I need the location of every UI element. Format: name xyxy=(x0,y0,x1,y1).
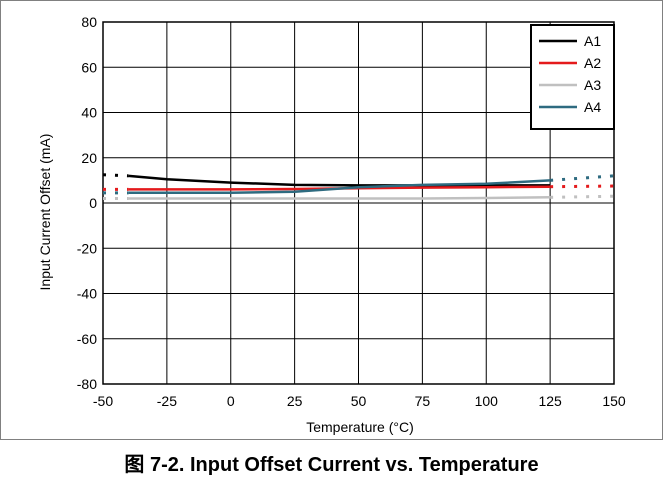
y-tick-label: 40 xyxy=(81,105,97,121)
x-tick-label: 75 xyxy=(415,393,431,409)
y-tick-label: 20 xyxy=(81,150,97,166)
series-layer xyxy=(102,173,615,200)
plot-border xyxy=(102,21,615,385)
series-a1-dotted-extension xyxy=(102,173,129,178)
series-a4-dotted-extension xyxy=(550,174,615,182)
x-tick-label: -50 xyxy=(93,393,113,409)
legend-box xyxy=(530,24,615,130)
y-tick-label: -40 xyxy=(77,286,97,302)
legend-label-a1: A1 xyxy=(584,33,601,49)
legend-label-a3: A3 xyxy=(584,77,601,93)
series-a4-line xyxy=(128,179,551,195)
legend: A1 A2 A3 A4 xyxy=(530,24,615,130)
y-tick-label: -60 xyxy=(77,331,97,347)
chart: -50 -25 0 25 50 75 100 125 150 -80 -60 -40 -20 0 20 40 6… xyxy=(0,0,663,440)
y-tick-label: -80 xyxy=(77,376,97,392)
y-tick-label: 80 xyxy=(81,14,97,30)
y-tick-label: 0 xyxy=(89,195,97,211)
figure-caption: 图 7-2. Input Offset Current vs. Temperat… xyxy=(124,454,539,476)
tick-layer: -50 -25 0 25 50 75 100 125 150 -80 -60 -40 -20 0 20 40 6… xyxy=(77,14,626,409)
x-axis-title: Temperature (°C) xyxy=(306,419,414,435)
y-axis-title: Input Current Offset (mA) xyxy=(37,134,53,291)
x-tick-label: 50 xyxy=(351,393,367,409)
x-tick-label: -25 xyxy=(157,393,177,409)
series-a3-line xyxy=(128,196,551,200)
x-tick-label: 150 xyxy=(602,393,626,409)
series-a1-line xyxy=(128,174,551,187)
legend-label-a2: A2 xyxy=(584,55,601,71)
x-tick-label: 125 xyxy=(538,393,562,409)
series-a2-dotted-extension xyxy=(550,184,615,189)
grid-layer xyxy=(102,21,615,385)
series-a3-dotted-extension xyxy=(550,194,615,199)
x-tick-label: 100 xyxy=(475,393,499,409)
x-tick-label: 0 xyxy=(227,393,235,409)
legend-label-a4: A4 xyxy=(584,99,601,115)
y-tick-label: -20 xyxy=(77,240,97,256)
x-tick-label: 25 xyxy=(287,393,303,409)
y-tick-label: 60 xyxy=(81,59,97,75)
